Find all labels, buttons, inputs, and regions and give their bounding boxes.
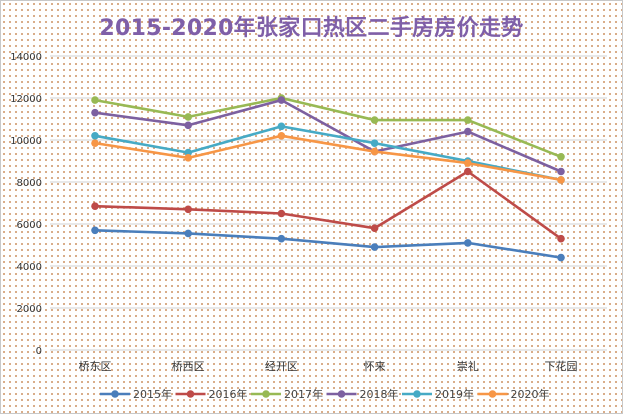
data-point <box>464 127 472 136</box>
data-point <box>91 226 99 235</box>
data-point <box>277 96 286 104</box>
data-point <box>184 148 192 157</box>
legend-marker-icon <box>488 390 497 398</box>
data-point <box>184 121 192 130</box>
data-point <box>91 132 99 140</box>
series-line-2015年 <box>94 229 562 259</box>
legend-marker-icon <box>337 390 346 398</box>
legend-marker-icon <box>262 390 270 398</box>
data-point <box>557 176 565 184</box>
data-point <box>277 122 286 131</box>
legend-label: 2018年 <box>360 387 399 401</box>
x-tick-label: 桥西区 <box>172 360 205 373</box>
data-point <box>370 147 379 156</box>
series-line-2017年 <box>94 96 562 159</box>
data-point <box>557 253 565 262</box>
data-point <box>464 159 472 167</box>
y-tick-label: 10000 <box>10 136 42 147</box>
legend-label: 2017年 <box>284 387 323 401</box>
y-tick-label: 8000 <box>17 178 42 189</box>
x-tick-label: 下花园 <box>545 360 578 373</box>
legend-label: 2019年 <box>435 387 474 401</box>
data-point <box>464 167 472 176</box>
series-line-2019年 <box>94 125 562 182</box>
data-point <box>557 153 565 161</box>
legend-label: 2016年 <box>209 387 248 401</box>
data-point <box>464 239 472 247</box>
legend-marker-icon <box>111 390 119 398</box>
data-point <box>370 116 379 124</box>
data-point <box>277 209 286 218</box>
y-tick-label: 14000 <box>10 52 42 63</box>
data-point <box>91 139 99 147</box>
y-tick-label: 4000 <box>17 262 42 273</box>
y-tick-label: 12000 <box>10 94 42 105</box>
series-line-2016年 <box>94 170 562 240</box>
y-tick-label: 2000 <box>17 304 42 315</box>
data-point <box>277 234 286 243</box>
chart-title: 2015-2020年张家口热区二手房房价走势 <box>99 16 524 41</box>
data-point <box>91 96 99 104</box>
data-point <box>557 167 565 176</box>
legend-marker-icon <box>413 390 421 398</box>
data-point <box>184 113 192 121</box>
legend-label: 2020年 <box>511 387 550 401</box>
data-point <box>184 229 192 238</box>
x-tick-label: 桥东区 <box>79 360 112 373</box>
data-point <box>277 132 286 140</box>
legend-label: 2015年 <box>133 387 172 401</box>
series-line-2018年 <box>94 98 562 173</box>
x-tick-label: 怀来 <box>364 360 386 373</box>
series-line-2020年 <box>94 134 562 182</box>
data-point <box>91 202 99 210</box>
y-tick-label: 6000 <box>17 220 42 231</box>
data-point <box>370 224 379 232</box>
data-point <box>464 116 472 124</box>
legend-marker-icon <box>186 390 195 398</box>
data-point <box>91 108 99 117</box>
x-tick-label: 崇礼 <box>457 359 479 373</box>
x-tick-label: 经开区 <box>265 360 298 373</box>
data-point <box>370 139 379 147</box>
data-point <box>184 154 192 162</box>
y-tick-label: 0 <box>36 346 42 357</box>
data-point <box>370 243 379 251</box>
data-point <box>557 234 565 243</box>
data-point <box>184 205 192 214</box>
